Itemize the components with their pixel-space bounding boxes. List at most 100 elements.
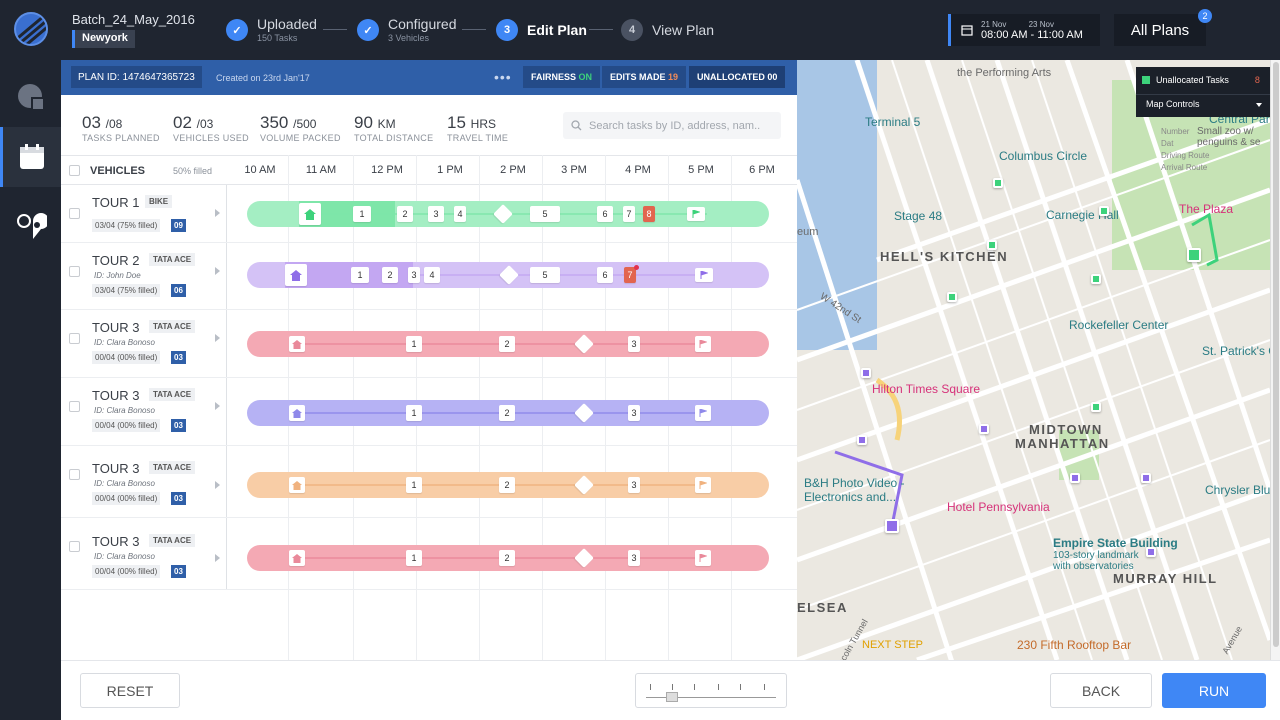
all-plans-button[interactable]: All Plans (1114, 14, 1206, 46)
stop-marker[interactable]: 6 (597, 206, 613, 222)
tour-timeline-bar[interactable]: 1 2 3 (247, 400, 769, 426)
tour-checkbox[interactable] (69, 266, 80, 277)
home-icon[interactable] (289, 550, 305, 566)
map-pin-purple[interactable] (857, 435, 867, 445)
stop-marker[interactable]: 1 (406, 477, 422, 493)
map-pin-green[interactable] (1091, 274, 1101, 284)
stop-marker[interactable]: 3 (428, 206, 444, 222)
slider-handle[interactable] (666, 692, 678, 702)
unallocated-chip[interactable]: UNALLOCATED 00 (689, 66, 786, 88)
stop-marker[interactable]: 5 (530, 267, 560, 283)
tour-row[interactable]: TOUR 3 TATA ACE ID: Clara Bonoso 00/04 (… (61, 378, 797, 446)
stop-marker[interactable]: 4 (454, 206, 466, 222)
stop-marker[interactable]: 1 (351, 267, 369, 283)
flag-icon[interactable] (695, 336, 711, 352)
app-logo-icon[interactable] (14, 12, 48, 46)
break-icon[interactable] (574, 548, 594, 568)
more-options-icon[interactable]: ••• (494, 69, 512, 85)
chevron-right-icon[interactable] (215, 402, 220, 410)
stop-marker[interactable]: 4 (424, 267, 440, 283)
map-pin-green[interactable] (993, 178, 1003, 188)
stop-marker[interactable]: 2 (499, 336, 515, 352)
tour-timeline-bar[interactable]: 1 2 3 (247, 472, 769, 498)
tour-timeline-bar[interactable]: 1 2 3 4 5 6 7 8 (247, 201, 769, 227)
search-input[interactable]: Search tasks by ID, address, nam.. (563, 112, 781, 139)
map-pin-purple[interactable] (1146, 547, 1156, 557)
map-pin-purple[interactable] (861, 368, 871, 378)
map-pin-green-selected[interactable] (1187, 248, 1201, 262)
map-pin-green[interactable] (947, 292, 957, 302)
stop-marker[interactable]: 2 (397, 206, 413, 222)
map-pin-green[interactable] (987, 240, 997, 250)
map-pin-purple[interactable] (979, 424, 989, 434)
tour-checkbox[interactable] (69, 401, 80, 412)
tour-row[interactable]: TOUR 3 TATA ACE ID: Clara Bonoso 00/04 (… (61, 446, 797, 518)
sidebar-item-routes[interactable] (0, 197, 61, 257)
tour-checkbox[interactable] (69, 541, 80, 552)
chevron-right-icon[interactable] (215, 554, 220, 562)
tour-row[interactable]: TOUR 1 BIKE 03/04 (75% filled) 09 1 2 3 … (61, 185, 797, 243)
date-time-selector[interactable]: 21 Nov 23 Nov 08:00 AM - 11:00 AM (948, 14, 1100, 46)
zoom-slider[interactable] (635, 673, 787, 708)
stop-marker[interactable]: 3 (628, 550, 640, 566)
edits-made-chip[interactable]: EDITS MADE 19 (602, 66, 687, 88)
caret-down-icon[interactable] (1256, 103, 1262, 107)
stop-marker[interactable]: 5 (530, 206, 560, 222)
home-icon[interactable] (289, 477, 305, 493)
select-all-checkbox[interactable] (69, 165, 80, 176)
tour-row[interactable]: TOUR 3 TATA ACE ID: Clara Bonoso 00/04 (… (61, 310, 797, 378)
flag-icon[interactable] (687, 207, 705, 221)
home-icon[interactable] (289, 336, 305, 352)
scroll-thumb[interactable] (1273, 62, 1279, 647)
break-icon[interactable] (499, 265, 519, 285)
flag-icon[interactable] (695, 477, 711, 493)
chevron-right-icon[interactable] (215, 334, 220, 342)
stop-marker[interactable]: 1 (406, 336, 422, 352)
home-icon[interactable] (285, 264, 307, 286)
sidebar-item-calendar[interactable] (0, 127, 61, 187)
stop-marker[interactable]: 3 (628, 477, 640, 493)
stop-marker[interactable]: 1 (406, 405, 422, 421)
stop-marker[interactable]: 1 (353, 206, 371, 222)
stop-marker[interactable]: 2 (499, 550, 515, 566)
reset-button[interactable]: RESET (80, 673, 180, 708)
map-view[interactable]: the Performing Arts Terminal 5 Columbus … (797, 60, 1270, 660)
stop-marker[interactable]: 3 (628, 336, 640, 352)
tour-row[interactable]: TOUR 2 TATA ACE ID: John Doe 03/04 (75% … (61, 243, 797, 310)
run-button[interactable]: RUN (1162, 673, 1266, 708)
stop-marker[interactable]: 2 (499, 405, 515, 421)
unallocated-toggle[interactable]: Unallocated Tasks 8 (1142, 75, 1260, 85)
chevron-right-icon[interactable] (215, 481, 220, 489)
map-pin-purple-selected[interactable] (885, 519, 899, 533)
home-icon[interactable] (289, 405, 305, 421)
stop-marker-highlighted[interactable]: 7 (624, 267, 636, 283)
break-icon[interactable] (574, 334, 594, 354)
flag-icon[interactable] (695, 405, 711, 421)
break-icon[interactable] (493, 204, 513, 224)
tour-timeline-bar[interactable]: 1 2 3 (247, 331, 769, 357)
stop-marker[interactable]: 6 (597, 267, 613, 283)
tour-checkbox[interactable] (69, 208, 80, 219)
map-pin-green[interactable] (1091, 402, 1101, 412)
back-button[interactable]: BACK (1050, 673, 1152, 708)
map-pin-purple[interactable] (1070, 473, 1080, 483)
tour-timeline-bar[interactable]: 1 2 3 (247, 545, 769, 571)
home-icon[interactable] (299, 203, 321, 225)
tour-checkbox[interactable] (69, 469, 80, 480)
tour-checkbox[interactable] (69, 333, 80, 344)
map-pin-purple[interactable] (1141, 473, 1151, 483)
page-scrollbar[interactable] (1270, 60, 1280, 660)
fairness-toggle[interactable]: FAIRNESS ON (523, 66, 601, 88)
stop-marker[interactable]: 3 (628, 405, 640, 421)
step-uploaded[interactable]: ✓ Uploaded 150 Tasks (226, 17, 317, 43)
step-configured[interactable]: ✓ Configured 3 Vehicles (357, 17, 457, 43)
map-pin-green[interactable] (1099, 206, 1109, 216)
step-view-plan[interactable]: 4 View Plan (621, 17, 714, 43)
tour-timeline-bar[interactable]: 1 2 3 4 5 6 7 (247, 262, 769, 288)
flag-icon[interactable] (695, 268, 713, 282)
stop-marker[interactable]: 3 (408, 267, 420, 283)
tour-row[interactable]: TOUR 3 TATA ACE ID: Clara Bonoso 00/04 (… (61, 518, 797, 590)
stop-marker[interactable]: 1 (406, 550, 422, 566)
step-edit-plan[interactable]: 3 Edit Plan (496, 17, 587, 43)
break-icon[interactable] (574, 475, 594, 495)
